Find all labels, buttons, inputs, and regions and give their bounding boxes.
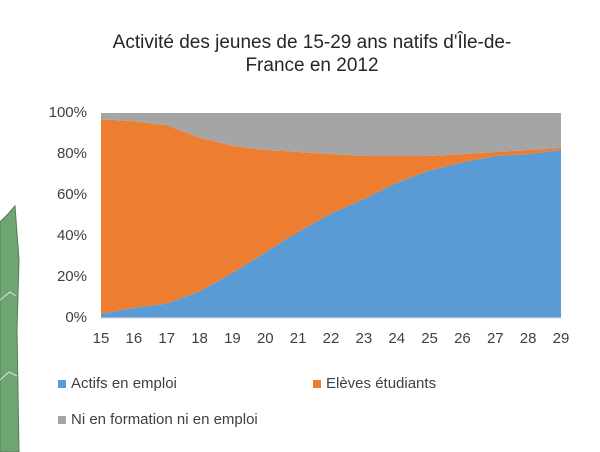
x-tick-label: 25 [421, 330, 438, 347]
x-tick-label: 19 [224, 330, 241, 347]
x-tick-label: 26 [454, 330, 471, 347]
map-border [0, 371, 18, 381]
x-tick-label: 15 [93, 330, 110, 347]
y-tick-label: 40% [57, 227, 87, 244]
x-tick-label: 16 [126, 330, 143, 347]
x-tick-label: 20 [257, 330, 274, 347]
y-tick-label: 0% [65, 309, 87, 326]
x-tick-label: 18 [191, 330, 208, 347]
x-tick-label: 17 [158, 330, 175, 347]
area [101, 119, 561, 314]
map-fragment [0, 204, 20, 452]
legend-label: Elèves étudiants [326, 375, 436, 392]
area [101, 149, 561, 318]
y-tick-label: 20% [57, 268, 87, 285]
x-tick-label: 24 [388, 330, 405, 347]
legend-swatch [58, 416, 66, 424]
legend-swatch [313, 380, 321, 388]
legend-swatch [58, 380, 66, 388]
chart-title: Activité des jeunes de 15-29 ans natifs … [112, 32, 512, 76]
area [101, 113, 561, 157]
x-tick-label: 23 [356, 330, 373, 347]
x-tick-label: 22 [323, 330, 340, 347]
x-tick-label: 21 [290, 330, 307, 347]
legend-label: Actifs en emploi [71, 375, 177, 392]
x-tick-label: 28 [520, 330, 537, 347]
legend-label: Ni en formation ni en emploi [71, 411, 258, 428]
map-border [0, 291, 17, 301]
y-tick-label: 60% [57, 186, 87, 203]
y-tick-label: 100% [49, 104, 87, 121]
y-tick-label: 80% [57, 145, 87, 162]
x-tick-label: 27 [487, 330, 504, 347]
x-tick-label: 29 [553, 330, 570, 347]
